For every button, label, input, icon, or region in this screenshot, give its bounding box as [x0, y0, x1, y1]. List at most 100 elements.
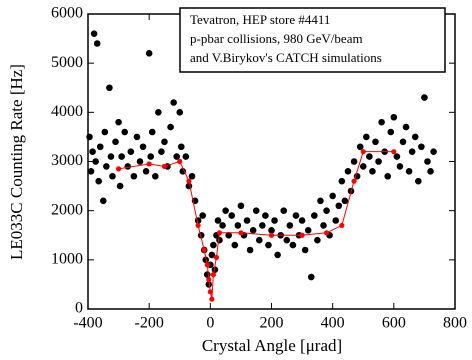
- data-point: [252, 207, 260, 214]
- data-point: [390, 113, 398, 121]
- simulation-line: [118, 151, 394, 300]
- data-point: [399, 138, 407, 146]
- data-point: [359, 163, 367, 170]
- x-tick-label: 600: [382, 315, 406, 332]
- x-tick-label: 200: [260, 315, 284, 332]
- data-point: [182, 153, 190, 160]
- data-point: [335, 202, 343, 210]
- y-tick-label: 3000: [51, 152, 83, 169]
- data-point: [136, 158, 144, 165]
- data-point: [341, 197, 349, 205]
- data-point: [430, 148, 437, 155]
- data-point: [86, 133, 93, 141]
- data-point: [255, 236, 263, 244]
- y-tick-label: 6000: [51, 5, 83, 22]
- data-point: [265, 241, 272, 249]
- data-point: [329, 192, 336, 200]
- data-point: [360, 149, 366, 155]
- data-point: [249, 227, 257, 234]
- data-point: [161, 163, 168, 170]
- y-tick-label: 4000: [51, 103, 83, 120]
- data-point: [292, 212, 300, 219]
- data-point: [393, 153, 401, 160]
- data-point: [213, 254, 220, 260]
- data-point: [176, 109, 184, 116]
- data-point: [96, 143, 104, 151]
- data-point: [375, 158, 382, 165]
- data-point: [133, 133, 141, 141]
- y-tick-label: 5000: [51, 54, 83, 71]
- data-point: [307, 273, 315, 281]
- data-point: [173, 153, 180, 160]
- data-point: [207, 289, 213, 295]
- data-point: [109, 172, 116, 180]
- data-point: [155, 109, 162, 116]
- data-point: [195, 222, 201, 229]
- data-point: [205, 281, 213, 288]
- data-point: [299, 232, 305, 238]
- data-point: [301, 246, 309, 254]
- data-point: [151, 172, 159, 180]
- data-point: [107, 153, 115, 160]
- y-tick-label: 0: [75, 300, 83, 317]
- data-point: [424, 158, 431, 165]
- data-point: [199, 212, 206, 219]
- data-point: [148, 128, 156, 136]
- data-point: [286, 222, 294, 229]
- data-point: [427, 168, 434, 175]
- data-point: [146, 161, 152, 167]
- data-point: [116, 182, 124, 190]
- data-point: [142, 168, 150, 175]
- data-point: [418, 143, 425, 151]
- data-point: [372, 138, 379, 146]
- data-point: [204, 262, 210, 268]
- data-point: [99, 197, 107, 205]
- data-point: [112, 138, 119, 146]
- data-point: [90, 30, 98, 37]
- data-point: [139, 143, 147, 151]
- data-point: [262, 212, 269, 219]
- legend-text: p-pbar collisions, 980 GeV/beam: [190, 31, 363, 46]
- data-point: [93, 40, 101, 47]
- data-point: [158, 148, 165, 155]
- legend-text: and V.Birykov's CATCH simulations: [190, 50, 382, 65]
- data-point: [89, 148, 96, 155]
- x-tick-label: 800: [443, 315, 467, 332]
- data-point: [228, 212, 236, 219]
- data-point: [188, 172, 196, 180]
- data-point: [339, 222, 345, 229]
- data-point: [234, 222, 242, 229]
- data-point: [201, 247, 207, 253]
- data-point: [216, 236, 223, 244]
- data-point: [280, 207, 288, 214]
- data-point: [95, 177, 103, 185]
- data-point: [161, 138, 168, 146]
- data-point: [167, 123, 174, 131]
- x-tick-label: -200: [135, 315, 164, 332]
- data-point: [391, 149, 397, 155]
- x-tick-label: 0: [206, 315, 214, 332]
- data-point: [130, 172, 138, 180]
- data-point: [147, 153, 154, 160]
- data-point: [396, 163, 404, 170]
- data-point: [115, 118, 122, 126]
- x-tick-label: 400: [321, 315, 345, 332]
- data-point: [384, 172, 392, 180]
- data-point: [243, 217, 251, 224]
- data-point: [92, 158, 99, 165]
- data-point: [209, 296, 215, 302]
- data-point: [411, 133, 419, 141]
- data-point: [356, 143, 364, 151]
- x-axis-title: Crystal Angle [μrad]: [202, 336, 342, 355]
- x-tick-label: -400: [73, 315, 102, 332]
- data-point: [87, 168, 95, 175]
- data-point: [231, 241, 239, 249]
- data-point: [366, 153, 373, 160]
- data-point: [186, 178, 192, 184]
- data-point: [121, 128, 128, 136]
- data-point: [332, 217, 340, 224]
- data-point: [323, 230, 330, 236]
- data-point: [289, 241, 297, 249]
- data-point: [225, 231, 232, 239]
- data-point: [222, 207, 229, 214]
